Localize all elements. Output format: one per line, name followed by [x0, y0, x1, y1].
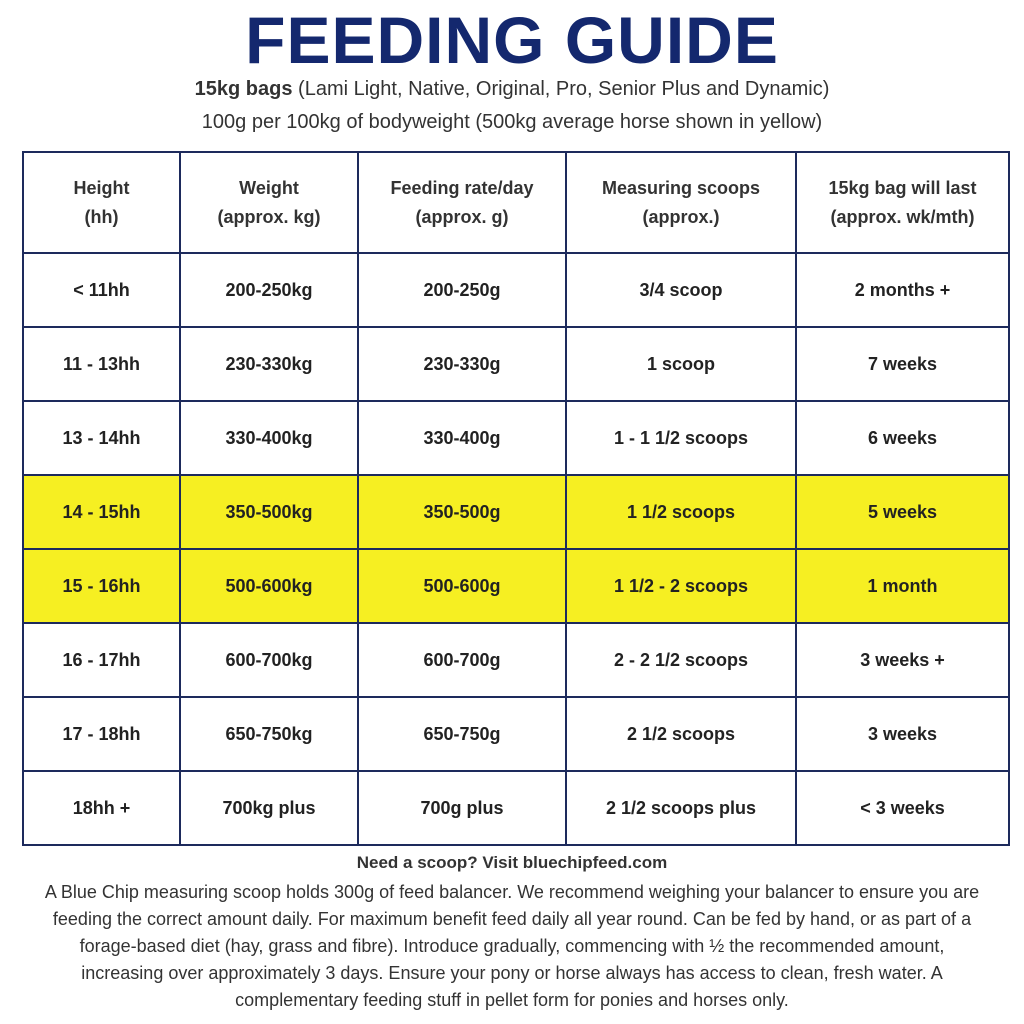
header-line: (hh): [84, 206, 119, 227]
table-row: 15 - 16hh 500-600kg 500-600g 1 1/2 - 2 scoo…: [22, 548, 1010, 624]
table-cell: 3/4 scoop: [565, 252, 797, 328]
header-line: (approx.): [642, 206, 720, 227]
subtitle: 15kg bags (Lami Light, Native, Original,…: [0, 78, 1024, 101]
table-cell: 5 weeks: [795, 474, 1010, 550]
table-cell: 350-500kg: [179, 474, 359, 550]
table-cell: 230-330kg: [179, 326, 359, 402]
subtitle-line: 100g per 100kg of bodyweight (500kg aver…: [201, 111, 823, 133]
table-cell: 600-700kg: [179, 622, 359, 698]
table-cell: 18hh +: [22, 770, 181, 846]
table-cell: 200-250kg: [179, 252, 359, 328]
table-cell: 15 - 16hh: [22, 548, 181, 624]
table-row: 11 - 13hh 230-330kg 230-330g 1 scoop 7 weeks: [22, 326, 1010, 402]
table-cell: 230-330g: [357, 326, 567, 402]
table-cell: 2 - 2 1/2 scoops: [565, 622, 797, 698]
table-cell: 14 - 15hh: [22, 474, 181, 550]
table-cell: 650-750g: [357, 696, 567, 772]
header-line: (approx. g): [415, 206, 509, 227]
footer-heading: Need a scoop? Visit bluechipfeed.com: [356, 853, 668, 872]
subtitle-rest: (Lami Light, Native, Original, Pro, Seni…: [298, 78, 830, 100]
table-cell: 700kg plus: [179, 770, 359, 846]
table-row: 16 - 17hh 600-700kg 600-700g 2 - 2 1/2 scoo…: [22, 622, 1010, 698]
table-row: < 11hh 200-250kg 200-250g 3/4 scoop 2 months…: [22, 252, 1010, 328]
subtitle-bold: 15kg bags: [194, 78, 293, 100]
header-line: Weight: [239, 177, 299, 198]
table-cell: 13 - 14hh: [22, 400, 181, 476]
column-header: Feeding rate/day (approx. g): [357, 151, 567, 254]
table-cell: 650-750kg: [179, 696, 359, 772]
header-row: Height (hh) Weight (approx. kg) Feeding rate…: [22, 151, 1010, 254]
feeding-table: Height (hh) Weight (approx. kg) Feeding rate…: [22, 151, 1010, 846]
header-line: 15kg bag will last: [828, 177, 977, 198]
column-header: Height (hh): [22, 151, 181, 254]
table-cell: 2 1/2 scoops plus: [565, 770, 797, 846]
column-header: Weight (approx. kg): [179, 151, 359, 254]
table-cell: 2 months +: [795, 252, 1010, 328]
table-cell: 2 1/2 scoops: [565, 696, 797, 772]
table-row: 14 - 15hh 350-500kg 350-500g 1 1/2 scoops 5 …: [22, 474, 1010, 550]
header-line: Measuring scoops: [601, 177, 761, 198]
header-line: (approx. wk/mth): [830, 206, 975, 227]
table-cell: 1 month: [795, 548, 1010, 624]
table-cell: 1 1/2 - 2 scoops: [565, 548, 797, 624]
column-header: Measuring scoops (approx.): [565, 151, 797, 254]
table-cell: 7 weeks: [795, 326, 1010, 402]
table-cell: 500-600kg: [179, 548, 359, 624]
table-cell: 330-400kg: [179, 400, 359, 476]
table-row: 18hh +700kg plus 700g plus 2 1/2 scoops pl…: [22, 770, 1010, 846]
table-cell: 600-700g: [357, 622, 567, 698]
table-cell: 6 weeks: [795, 400, 1010, 476]
table-cell: 200-250g: [357, 252, 567, 328]
table-row: 17 - 18hh 650-750kg 650-750g 2 1/2 scoops 3 …: [22, 696, 1010, 772]
header-line: Feeding rate/day: [390, 177, 534, 198]
table-cell: 500-600g: [357, 548, 567, 624]
table-cell: 700g plus: [357, 770, 567, 846]
footer-text: A Blue Chip measuring scoop holds 300g o…: [44, 882, 980, 1010]
table-cell: 350-500g: [357, 474, 567, 550]
title: FEEDING GUIDE: [245, 3, 779, 77]
table-cell: 1 1/2 scoops: [565, 474, 797, 550]
table-cell: 330-400g: [357, 400, 567, 476]
table-cell: < 3 weeks: [795, 770, 1010, 846]
header-line: (approx. kg): [217, 206, 321, 227]
table-body: < 11hh 200-250kg 200-250g 3/4 scoop 2 months…: [22, 252, 1010, 846]
table-row: 13 - 14hh 330-400kg 330-400g 1 - 1 1/2 scoo…: [22, 400, 1010, 476]
table-cell: 16 - 17hh: [22, 622, 181, 698]
table-cell: 3 weeks +: [795, 622, 1010, 698]
column-header: 15kg bag will last (approx. wk/mth): [795, 151, 1010, 254]
table-cell: 11 - 13hh: [22, 326, 181, 402]
table-cell: < 11hh: [22, 252, 181, 328]
table-cell: 1 - 1 1/2 scoops: [565, 400, 797, 476]
header-line: Height: [73, 177, 130, 198]
table-cell: 1 scoop: [565, 326, 797, 402]
table-cell: 3 weeks: [795, 696, 1010, 772]
table-cell: 17 - 18hh: [22, 696, 181, 772]
